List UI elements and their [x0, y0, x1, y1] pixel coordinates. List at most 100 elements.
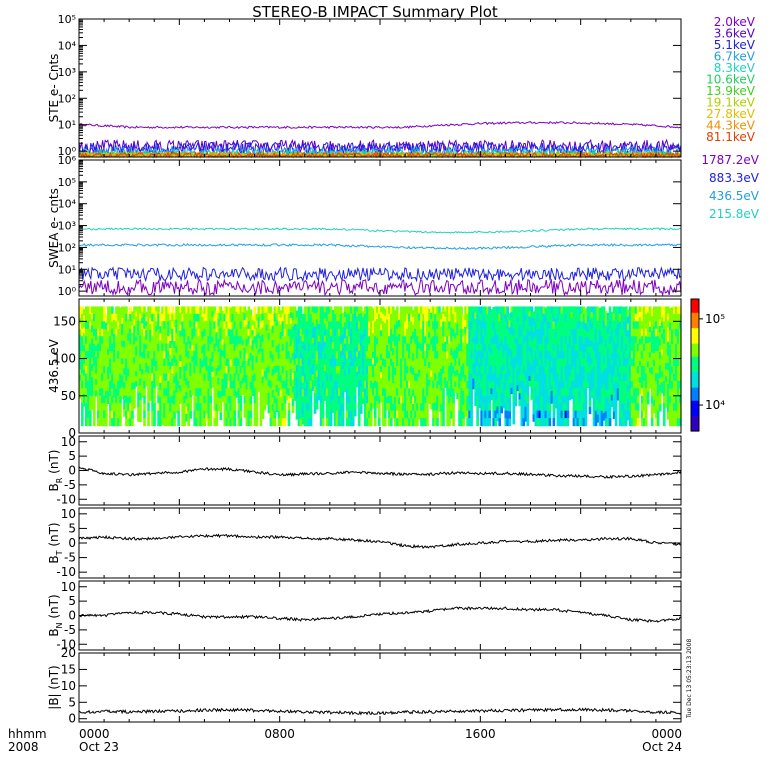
heatmap-cell	[199, 336, 203, 345]
heatmap-cell	[99, 403, 102, 412]
heatmap-cell	[438, 391, 441, 399]
heatmap-cell	[353, 340, 357, 349]
heatmap-cell	[640, 313, 644, 322]
heatmap-cell	[173, 320, 176, 328]
heatmap-cell	[299, 403, 303, 412]
heatmap-cell	[203, 328, 207, 337]
heatmap-cell	[131, 318, 134, 327]
heatmap-cell	[534, 418, 538, 427]
heatmap-cell	[438, 326, 441, 334]
heatmap-cell	[179, 385, 182, 392]
heatmap-cell	[155, 380, 158, 387]
heatmap-cell	[277, 306, 281, 315]
heatmap-cell	[283, 366, 287, 375]
heatmap-cell	[424, 313, 427, 322]
heatmap-cell	[388, 343, 391, 352]
heatmap-cell	[538, 328, 542, 337]
heatmap-cell	[293, 376, 297, 384]
heatmap-cell	[151, 313, 154, 322]
heatmap-cell	[640, 321, 644, 330]
heatmap-cell	[650, 316, 654, 324]
heatmap-cell	[263, 319, 267, 327]
heatmap-cell	[217, 358, 221, 366]
heatmap-cell	[500, 372, 504, 381]
heatmap-cell	[221, 396, 225, 403]
heatmap-cell	[546, 351, 550, 360]
heatmap-cell	[99, 395, 102, 404]
heatmap-cell	[422, 380, 425, 389]
heatmap-cell	[175, 366, 178, 374]
heatmap-cell	[622, 418, 626, 427]
heatmap-cell	[345, 410, 349, 419]
heatmap-cell	[618, 351, 622, 360]
heatmap-cell	[552, 388, 556, 397]
heatmap-cell	[133, 325, 136, 333]
heatmap-cell	[129, 336, 132, 345]
heatmap-cell	[343, 311, 347, 318]
heatmap-cell	[237, 418, 241, 427]
heatmap-cell	[516, 353, 520, 360]
heatmap-cell	[357, 366, 361, 375]
heatmap-cell	[550, 378, 554, 386]
heatmap-cell	[231, 366, 235, 375]
heatmap-cell	[297, 328, 301, 337]
heatmap-cell	[125, 418, 128, 427]
heatmap-cell	[231, 403, 235, 412]
heatmap-cell	[115, 388, 118, 397]
heatmap-cell	[259, 418, 263, 427]
heatmap-cell	[418, 306, 421, 315]
heatmap-cell	[117, 343, 120, 352]
heatmap-cell	[91, 312, 94, 320]
heatmap-cell	[666, 341, 670, 350]
heatmap-cell	[626, 405, 630, 414]
heatmap-cell	[313, 313, 317, 321]
heatmap-cell	[263, 338, 267, 346]
heatmap-cell	[528, 346, 532, 352]
heatmap-cell	[185, 356, 188, 365]
heatmap-cell	[446, 328, 449, 337]
heatmap-cell	[608, 358, 612, 367]
heatmap-cell	[624, 358, 628, 367]
heatmap-cell	[576, 313, 580, 322]
heatmap-cell	[498, 380, 501, 389]
heatmap-cell	[255, 334, 259, 343]
heatmap-cell	[638, 344, 642, 351]
heatmap-cell	[384, 403, 387, 412]
heatmap-cell	[337, 358, 341, 367]
heatmap-cell	[91, 306, 94, 314]
heatmap-cell	[327, 403, 331, 412]
heatmap-cell	[560, 403, 564, 412]
heatmap-cell	[510, 322, 514, 329]
heatmap-cell	[353, 313, 357, 321]
heatmap-cell	[367, 343, 371, 352]
heatmap-cell	[554, 350, 558, 358]
heatmap-cell	[327, 410, 331, 419]
heatmap-cell	[143, 366, 146, 375]
heatmap-cell	[478, 369, 481, 377]
heatmap-cell	[307, 306, 311, 315]
heatmap-cell	[402, 328, 405, 337]
heatmap-cell	[281, 328, 285, 337]
heatmap-cell	[95, 323, 98, 330]
heatmap-cell	[329, 380, 333, 389]
heatmap-cell	[626, 330, 630, 338]
heatmap-cell	[554, 401, 558, 409]
heatmap-cell	[315, 396, 319, 404]
heatmap-cell	[558, 388, 562, 397]
heatmap-cell	[628, 321, 632, 330]
heatmap-cell	[147, 358, 150, 367]
heatmap-cell	[147, 313, 150, 322]
heatmap-cell	[223, 410, 227, 419]
heatmap-cell	[604, 346, 608, 355]
heatmap-cell	[305, 343, 309, 352]
heatmap-cell	[217, 345, 221, 353]
heatmap-cell	[127, 361, 130, 370]
heatmap-cell	[275, 372, 279, 380]
heatmap-cell	[347, 418, 351, 427]
heatmap-cell	[478, 382, 481, 390]
heatmap-cell	[496, 313, 499, 322]
heatmap-cell	[526, 410, 530, 419]
heatmap-cell	[670, 410, 674, 419]
heatmap-cell	[247, 373, 251, 382]
heatmap-cell	[500, 379, 504, 387]
